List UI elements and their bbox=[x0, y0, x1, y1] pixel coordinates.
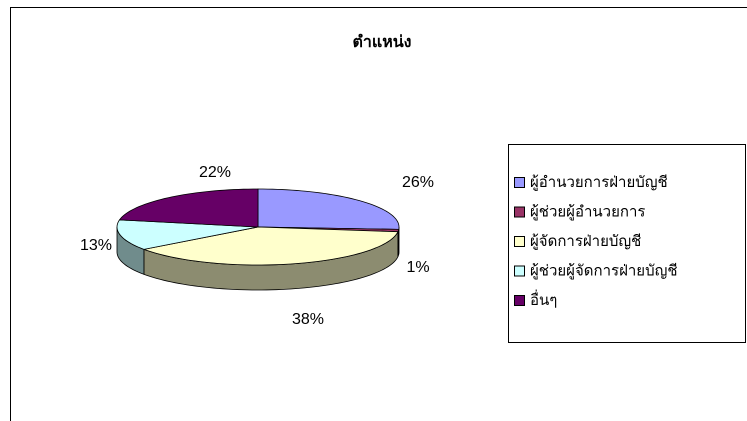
legend-box bbox=[508, 144, 746, 343]
legend-label: ผู้ช่วยผู้อำนวยการ bbox=[530, 203, 645, 220]
legend-label: ผู้จัดการฝ่ายบัญชี bbox=[530, 233, 641, 250]
pie-slice bbox=[116, 219, 259, 250]
legend-label: ผู้อำนวยการฝ่ายบัญชี bbox=[530, 174, 668, 191]
legend-swatch bbox=[514, 295, 525, 306]
legend-swatch bbox=[514, 236, 525, 247]
data-label: 13% bbox=[80, 237, 112, 254]
pie-slice bbox=[257, 188, 400, 230]
legend-swatch bbox=[514, 177, 525, 188]
pie-slice bbox=[142, 226, 399, 266]
legend-swatch bbox=[514, 265, 525, 277]
legend-swatch bbox=[514, 206, 525, 218]
chart-title: ตำแหน่ง bbox=[353, 33, 412, 51]
data-label: 26% bbox=[402, 174, 434, 191]
data-label: 22% bbox=[199, 164, 231, 181]
pie-slice bbox=[118, 188, 259, 228]
legend-label: อื่นๆ bbox=[530, 289, 557, 309]
data-label: 1% bbox=[406, 259, 429, 276]
legend-label: ผู้ช่วยผู้จัดการฝ่ายบัญชี bbox=[530, 262, 678, 279]
data-label: 38% bbox=[292, 311, 324, 328]
